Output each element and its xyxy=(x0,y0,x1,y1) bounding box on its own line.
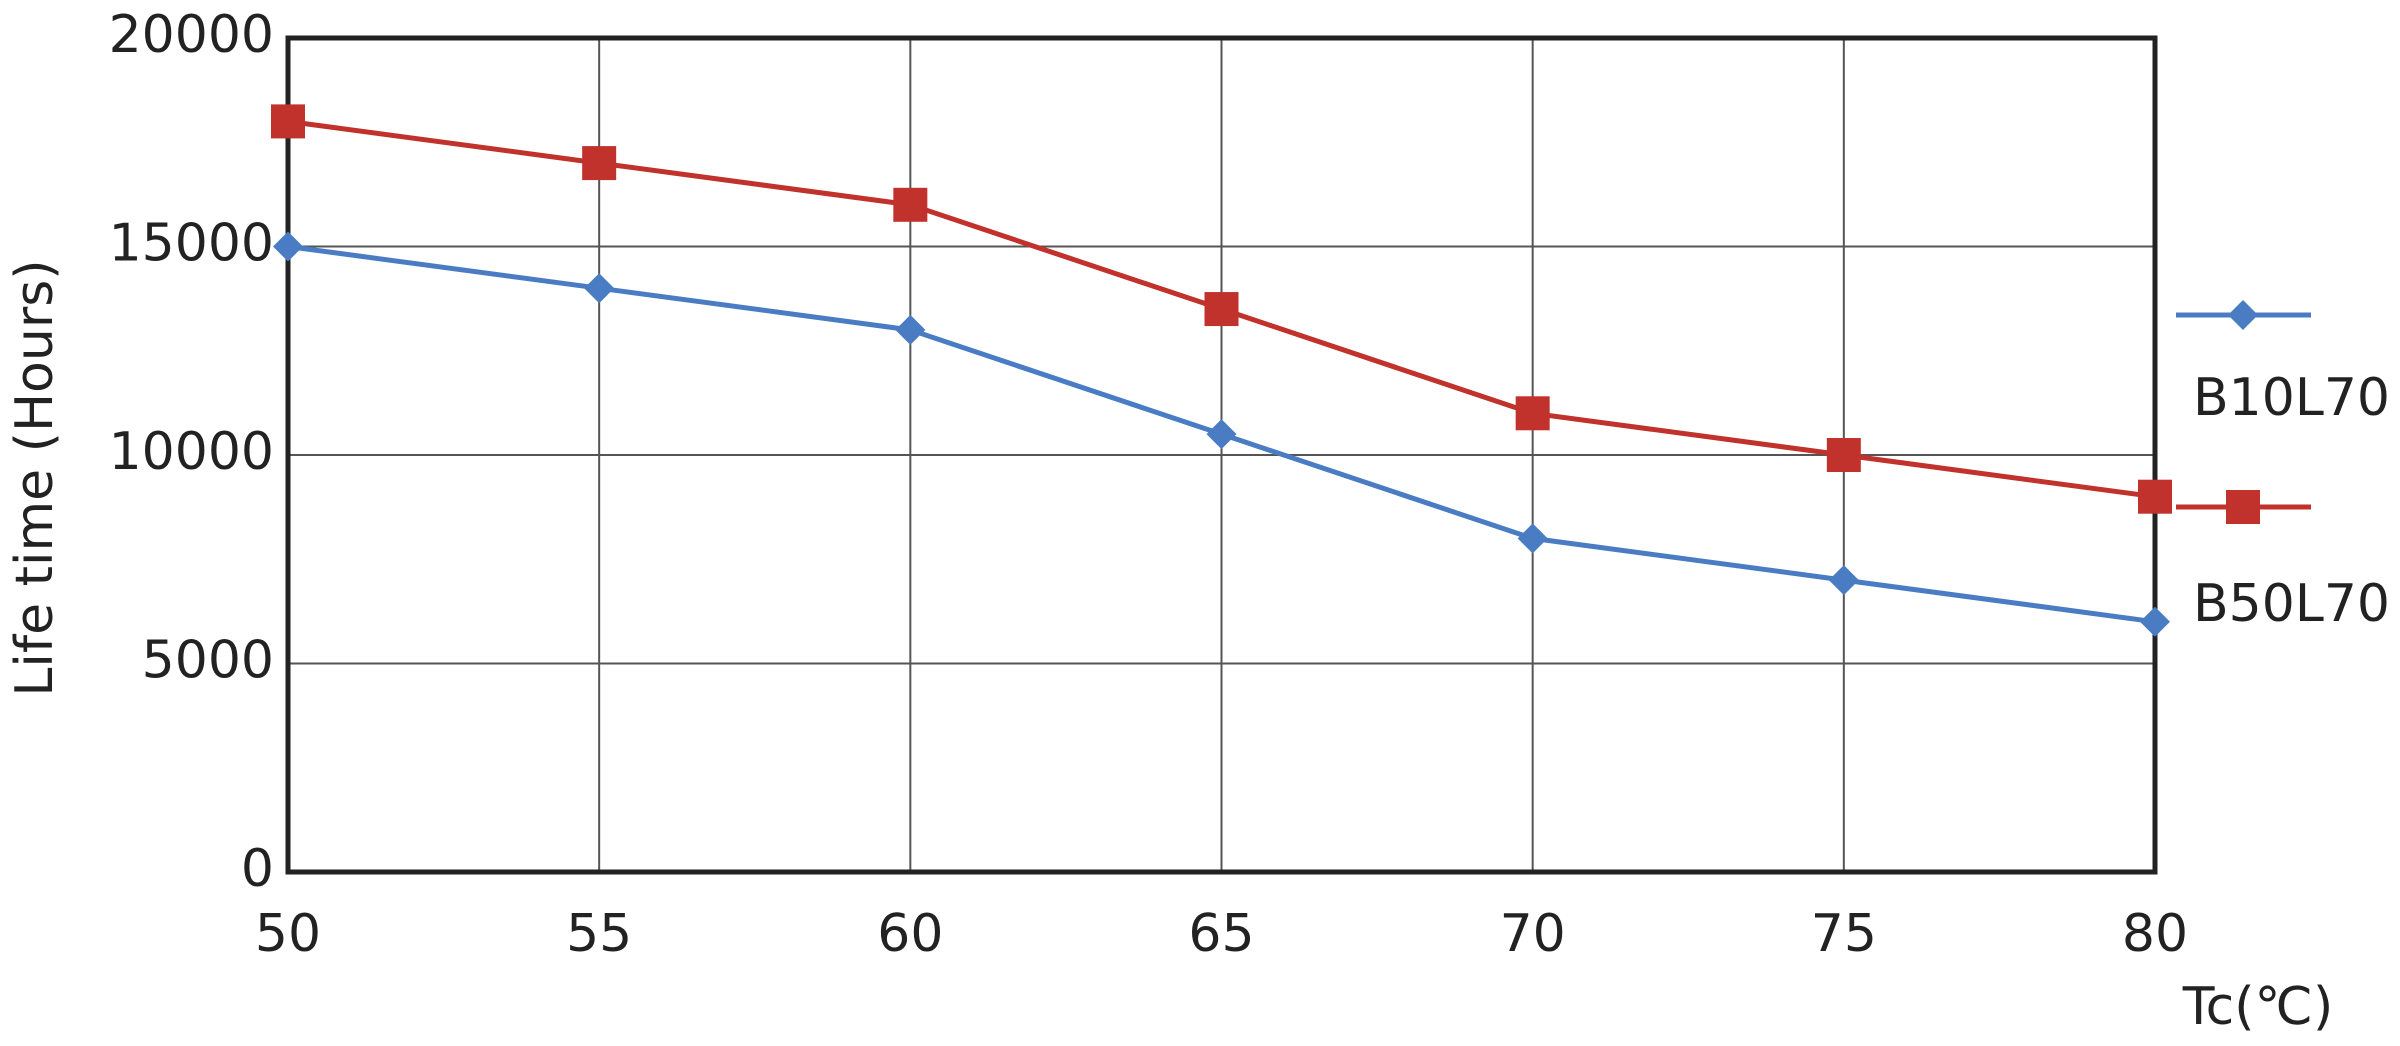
marker xyxy=(1204,292,1239,327)
plot-frame xyxy=(285,35,2158,875)
y-tick-label: 0 xyxy=(241,839,274,899)
legend-label: B50L70 xyxy=(2193,574,2390,634)
marker xyxy=(2140,606,2170,637)
y-tick-label: 20000 xyxy=(109,5,274,65)
marker xyxy=(271,104,305,139)
marker xyxy=(1826,438,1861,472)
marker xyxy=(584,273,615,304)
y-tick-label: 15000 xyxy=(109,214,274,274)
marker xyxy=(895,314,926,345)
marker xyxy=(273,231,303,262)
x-tick-label: 75 xyxy=(1811,904,1877,964)
marker xyxy=(582,146,617,181)
marker xyxy=(2228,300,2258,330)
marker xyxy=(1517,523,1548,554)
y-axis-label: Life time (Hours) xyxy=(5,259,65,696)
y-tick-label: 10000 xyxy=(109,422,274,482)
x-tick-label: 55 xyxy=(566,904,632,964)
x-tick-label: 60 xyxy=(877,904,943,964)
y-tick-label: 5000 xyxy=(142,631,274,691)
x-tick-label: 70 xyxy=(1500,904,1566,964)
x-tick-label: 50 xyxy=(255,904,321,964)
x-tick-label: 65 xyxy=(1188,904,1254,964)
x-tick-label: 80 xyxy=(2122,904,2188,964)
marker xyxy=(2138,479,2172,514)
marker xyxy=(2226,490,2260,524)
x-axis-label: Tc(℃) xyxy=(2182,977,2334,1037)
marker xyxy=(1206,419,1237,450)
marker xyxy=(1828,565,1859,596)
marker xyxy=(1515,396,1550,431)
marker xyxy=(893,187,928,222)
legend-label: B10L70 xyxy=(2193,368,2390,428)
